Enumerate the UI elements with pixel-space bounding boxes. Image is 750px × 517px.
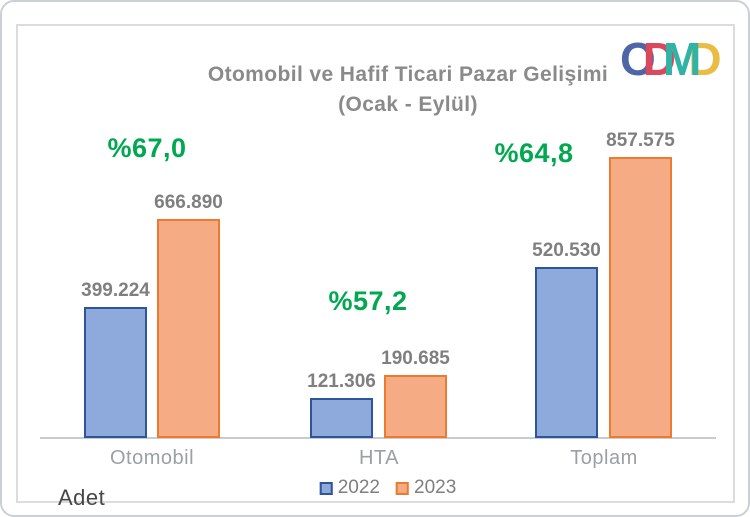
bar-2023-toplam <box>609 157 672 438</box>
logo-letter-0: O <box>620 33 656 85</box>
bar-value-label-2023-otomobil: 666.890 <box>154 192 223 213</box>
odmd-logo: ODMD <box>620 32 722 86</box>
category-label-toplam: Toplam <box>570 447 638 469</box>
x-axis-line <box>40 437 716 439</box>
bar-value-label-2022-otomobil: 399.224 <box>81 280 150 301</box>
legend-item-2023: 2023 <box>396 477 456 499</box>
logo-letter-3: D <box>688 33 722 85</box>
bar-value-label-2022-toplam: 520.530 <box>532 240 601 261</box>
bar-value-label-2023-toplam: 857.575 <box>606 130 675 151</box>
bar-2023-otomobil <box>157 219 220 438</box>
legend-item-2022: 2022 <box>319 477 380 499</box>
bar-2022-hta <box>310 398 373 438</box>
chart-title: Otomobil ve Hafif Ticari Pazar Gelişimi … <box>108 60 708 120</box>
axis-unit-label: Adet <box>58 485 106 510</box>
bar-2022-otomobil <box>84 307 147 438</box>
logo-letter-2: M <box>663 33 702 85</box>
chart-title-line2: (Ocak - Eylül) <box>338 93 478 116</box>
bar-value-label-2022-hta: 121.306 <box>307 371 376 392</box>
legend-label-2023: 2023 <box>414 477 457 498</box>
logo-letter-1: D <box>642 33 677 85</box>
growth-label-hta: %57,2 <box>328 286 408 316</box>
legend-swatch-2023 <box>396 481 409 495</box>
bar-2023-hta <box>384 375 447 438</box>
category-label-hta: HTA <box>358 447 400 469</box>
category-label-otomobil: Otomobil <box>109 447 195 469</box>
chart-title-line1: Otomobil ve Hafif Ticari Pazar Gelişimi <box>207 63 609 86</box>
growth-label-otomobil: %67,0 <box>107 133 187 163</box>
legend-swatch-2022 <box>319 481 333 495</box>
chart-legend: 2022 2023 <box>319 477 456 499</box>
legend-label-2022: 2022 <box>337 477 380 498</box>
growth-label-toplam: %64,8 <box>494 138 574 168</box>
bar-2022-toplam <box>535 267 598 438</box>
bar-value-label-2023-hta: 190.685 <box>381 348 450 369</box>
